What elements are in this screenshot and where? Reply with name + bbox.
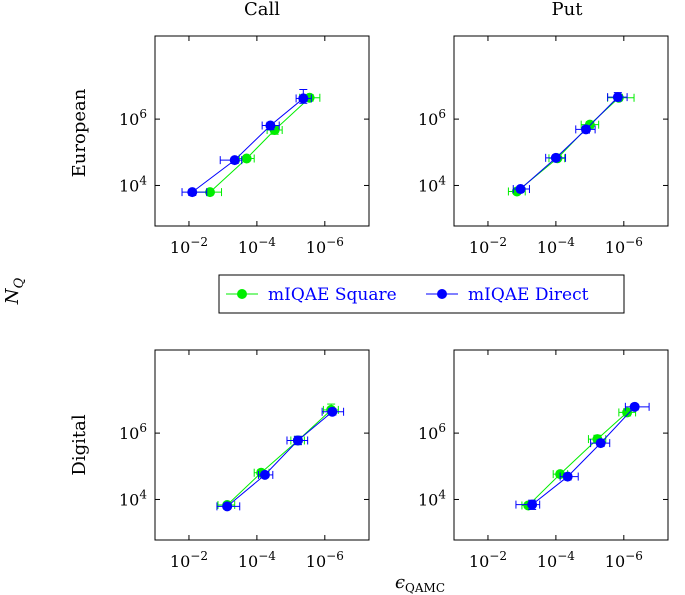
data-point: [222, 501, 233, 512]
x-tick-label: 10−2: [170, 235, 208, 257]
series-line: [531, 406, 636, 505]
x-tick-label: 10−6: [306, 549, 344, 571]
x-tick-label: 10−4: [537, 235, 575, 257]
legend-entry-square: mIQAE Square: [226, 285, 397, 305]
data-point: [298, 93, 309, 104]
plot-frame: [453, 349, 669, 541]
y-tick-label: 104: [418, 173, 446, 195]
data-point: [205, 187, 216, 198]
series-line: [520, 96, 619, 190]
x-axis-label: ϵQAMC: [395, 572, 445, 595]
y-axis-label: NQ: [2, 277, 27, 305]
column-title-call: Call: [244, 0, 280, 20]
series-line: [209, 97, 310, 193]
data-point: [595, 438, 606, 449]
x-tick-label: 10−2: [469, 235, 507, 257]
series-miqae-direct: [181, 89, 312, 198]
data-point: [327, 406, 338, 417]
panel-digital-call: 10−2 10−4 10−6 104 106: [119, 349, 370, 571]
x-axis-label-sub: QAMC: [405, 581, 445, 595]
data-point: [187, 187, 198, 198]
series-miqae-direct: [515, 401, 650, 510]
y-tick-label: 104: [418, 487, 446, 509]
series-line: [191, 98, 304, 193]
panel-digital-put: 10−2 10−4 10−6 104 106: [418, 349, 669, 571]
data-point: [259, 469, 270, 480]
series-miqae-square: [217, 403, 339, 511]
legend-label-direct: mIQAE Direct: [468, 285, 589, 305]
x-tick-label: 10−2: [170, 549, 208, 571]
legend-marker-square: [237, 289, 247, 299]
x-tick-label: 10−4: [537, 549, 575, 571]
panel-european-put: 10−2 10−4 10−6 104 106: [418, 35, 669, 257]
legend-entry-direct: mIQAE Direct: [426, 285, 589, 305]
x-axis-label-main: ϵ: [395, 572, 405, 593]
series-line: [226, 411, 333, 507]
y-tick-label: 106: [119, 107, 147, 129]
legend-marker-direct: [437, 289, 447, 299]
x-tick-label: 10−4: [238, 549, 276, 571]
data-point: [562, 471, 573, 482]
x-tick-label: 10−4: [238, 235, 276, 257]
series-miqae-square: [507, 92, 635, 197]
series-miqae-square: [193, 92, 321, 198]
legend: mIQAE Square mIQAE Direct: [218, 274, 625, 314]
row-title-european: European: [69, 88, 90, 177]
data-point: [515, 184, 526, 195]
svg-text:NQ: NQ: [2, 277, 27, 305]
data-point: [629, 401, 640, 412]
y-tick-label: 104: [119, 173, 147, 195]
data-point: [292, 435, 303, 446]
legend-label-square: mIQAE Square: [268, 285, 397, 305]
y-tick-label: 106: [119, 421, 147, 443]
plot-frame: [154, 35, 370, 227]
series-line: [527, 412, 628, 506]
data-point: [241, 153, 252, 164]
plot-frame: [154, 349, 370, 541]
y-tick-label: 106: [418, 421, 446, 443]
x-tick-label: 10−2: [469, 549, 507, 571]
series-miqae-direct: [216, 406, 345, 512]
data-point: [612, 92, 623, 103]
row-title-digital: Digital: [69, 414, 90, 475]
data-point: [265, 120, 276, 131]
y-tick-label: 106: [418, 107, 446, 129]
y-axis-label-sub: Q: [12, 277, 27, 288]
x-tick-label: 10−6: [605, 235, 643, 257]
legend-box: [218, 274, 625, 314]
series-line: [226, 409, 332, 506]
data-point: [622, 407, 633, 418]
y-axis-label-main: N: [2, 287, 23, 305]
x-tick-label: 10−6: [605, 549, 643, 571]
panel-european-call: 10−2 10−4 10−6 104 106: [119, 35, 370, 257]
data-point: [229, 155, 240, 166]
column-title-put: Put: [552, 0, 584, 20]
y-tick-label: 104: [119, 487, 147, 509]
x-tick-label: 10−6: [306, 235, 344, 257]
series-miqae-direct: [512, 92, 628, 195]
plot-frame: [453, 35, 669, 227]
series-miqae-square: [521, 407, 637, 511]
data-point: [550, 152, 561, 163]
data-point: [580, 124, 591, 135]
data-point: [527, 499, 538, 510]
